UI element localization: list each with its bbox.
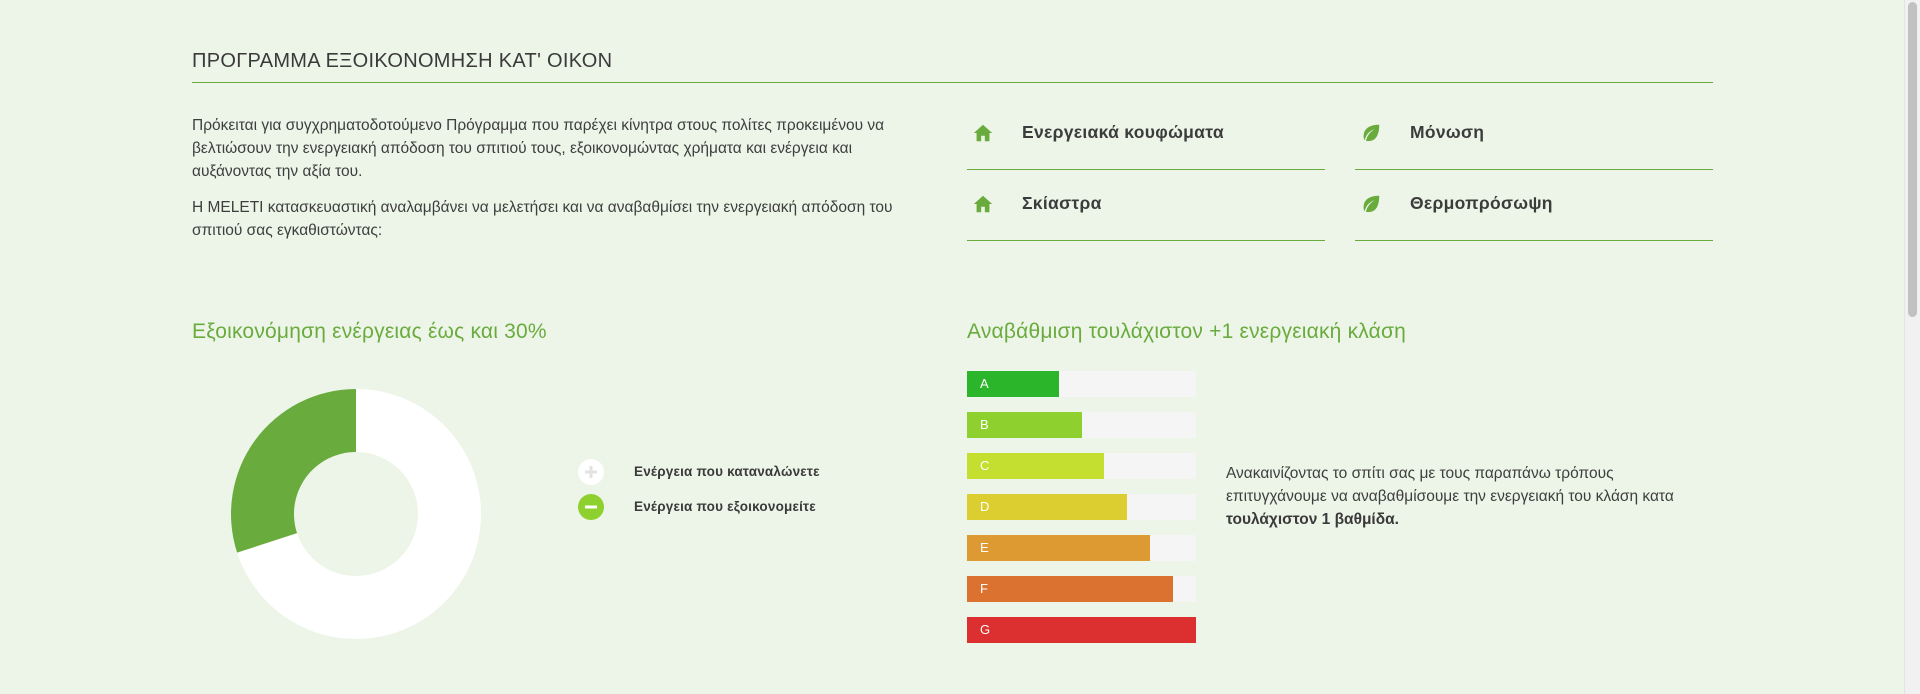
feature-label: Μόνωση — [1410, 122, 1485, 142]
energy-class-row-b: B — [967, 412, 1196, 438]
page-title: ΠΡΟΓΡΑΜΜΑ ΕΞΟΙΚΟΝΟΜΗΣΗ ΚΑΤ' ΟΙΚΟΝ — [192, 50, 613, 72]
energy-class-bar-g: G — [967, 617, 1196, 643]
minus-circle-icon — [578, 494, 604, 520]
plus-circle-icon — [578, 459, 604, 485]
energy-class-bar-a: A — [967, 371, 1059, 397]
home-icon — [973, 124, 993, 142]
upgrade-title: Αναβάθμιση τουλάχιστον +1 ενεργειακή κλά… — [967, 320, 1407, 343]
savings-title: Εξοικονόμηση ενέργειας έως και 30% — [192, 320, 547, 343]
energy-class-bar-c: C — [967, 453, 1105, 479]
energy-class-bar-d: D — [967, 494, 1128, 520]
vertical-scrollbar[interactable] — [1904, 0, 1920, 694]
energy-class-label: F — [980, 581, 988, 596]
energy-class-row-d: D — [967, 494, 1196, 520]
energy-class-row-e: E — [967, 535, 1196, 561]
feature-label: Θερμοπρόσωψη — [1410, 193, 1553, 213]
home-icon — [973, 195, 993, 213]
feature-thermal-facade: Θερμοπρόσωψη — [1355, 171, 1713, 241]
upgrade-text-bold: τουλάχιστον 1 βαθμίδα. — [1226, 511, 1399, 528]
feature-label: Σκίαστρα — [1022, 193, 1102, 213]
intro-text: Πρόκειται για συγχρηματοδοτούμενο Πρόγρα… — [192, 114, 912, 255]
donut-slice-saved — [231, 389, 356, 553]
energy-class-label: D — [980, 499, 990, 514]
intro-paragraph-1: Πρόκειται για συγχρηματοδοτούμενο Πρόγρα… — [192, 117, 885, 180]
energy-class-label: E — [980, 540, 989, 555]
feature-energy-windows: Ενεργειακά κουφώματα — [967, 100, 1325, 170]
energy-class-label: G — [980, 622, 991, 637]
energy-class-label: C — [980, 458, 990, 473]
upgrade-text: Ανακαινίζοντας το σπίτι σας με τους παρα… — [1226, 462, 1716, 531]
leaf-icon — [1363, 124, 1380, 142]
energy-class-row-c: C — [967, 453, 1196, 479]
savings-donut-chart — [231, 389, 481, 639]
donut-slice-consumed — [237, 389, 481, 639]
legend-label: Ενέργεια που καταναλώνετε — [634, 464, 820, 479]
energy-class-bar-b: B — [967, 412, 1082, 438]
energy-class-label: B — [980, 417, 989, 432]
scrollbar-thumb[interactable] — [1908, 2, 1917, 317]
title-divider — [192, 82, 1713, 83]
energy-class-row-f: F — [967, 576, 1196, 602]
energy-class-bar-e: E — [967, 535, 1151, 561]
legend-label: Ενέργεια που εξοικονομείτε — [634, 499, 816, 514]
energy-class-row-a: A — [967, 371, 1196, 397]
energy-class-label: A — [980, 376, 989, 391]
energy-class-row-g: G — [967, 617, 1196, 643]
leaf-icon — [1363, 195, 1380, 213]
feature-shades: Σκίαστρα — [967, 171, 1325, 241]
feature-insulation: Μόνωση — [1355, 100, 1713, 170]
energy-class-bar-f: F — [967, 576, 1174, 602]
intro-paragraph-2: Η MELETI κατασκευαστική αναλαμβάνει να μ… — [192, 199, 893, 239]
upgrade-text-body: Ανακαινίζοντας το σπίτι σας με τους παρα… — [1226, 465, 1674, 505]
feature-label: Ενεργειακά κουφώματα — [1022, 122, 1224, 142]
